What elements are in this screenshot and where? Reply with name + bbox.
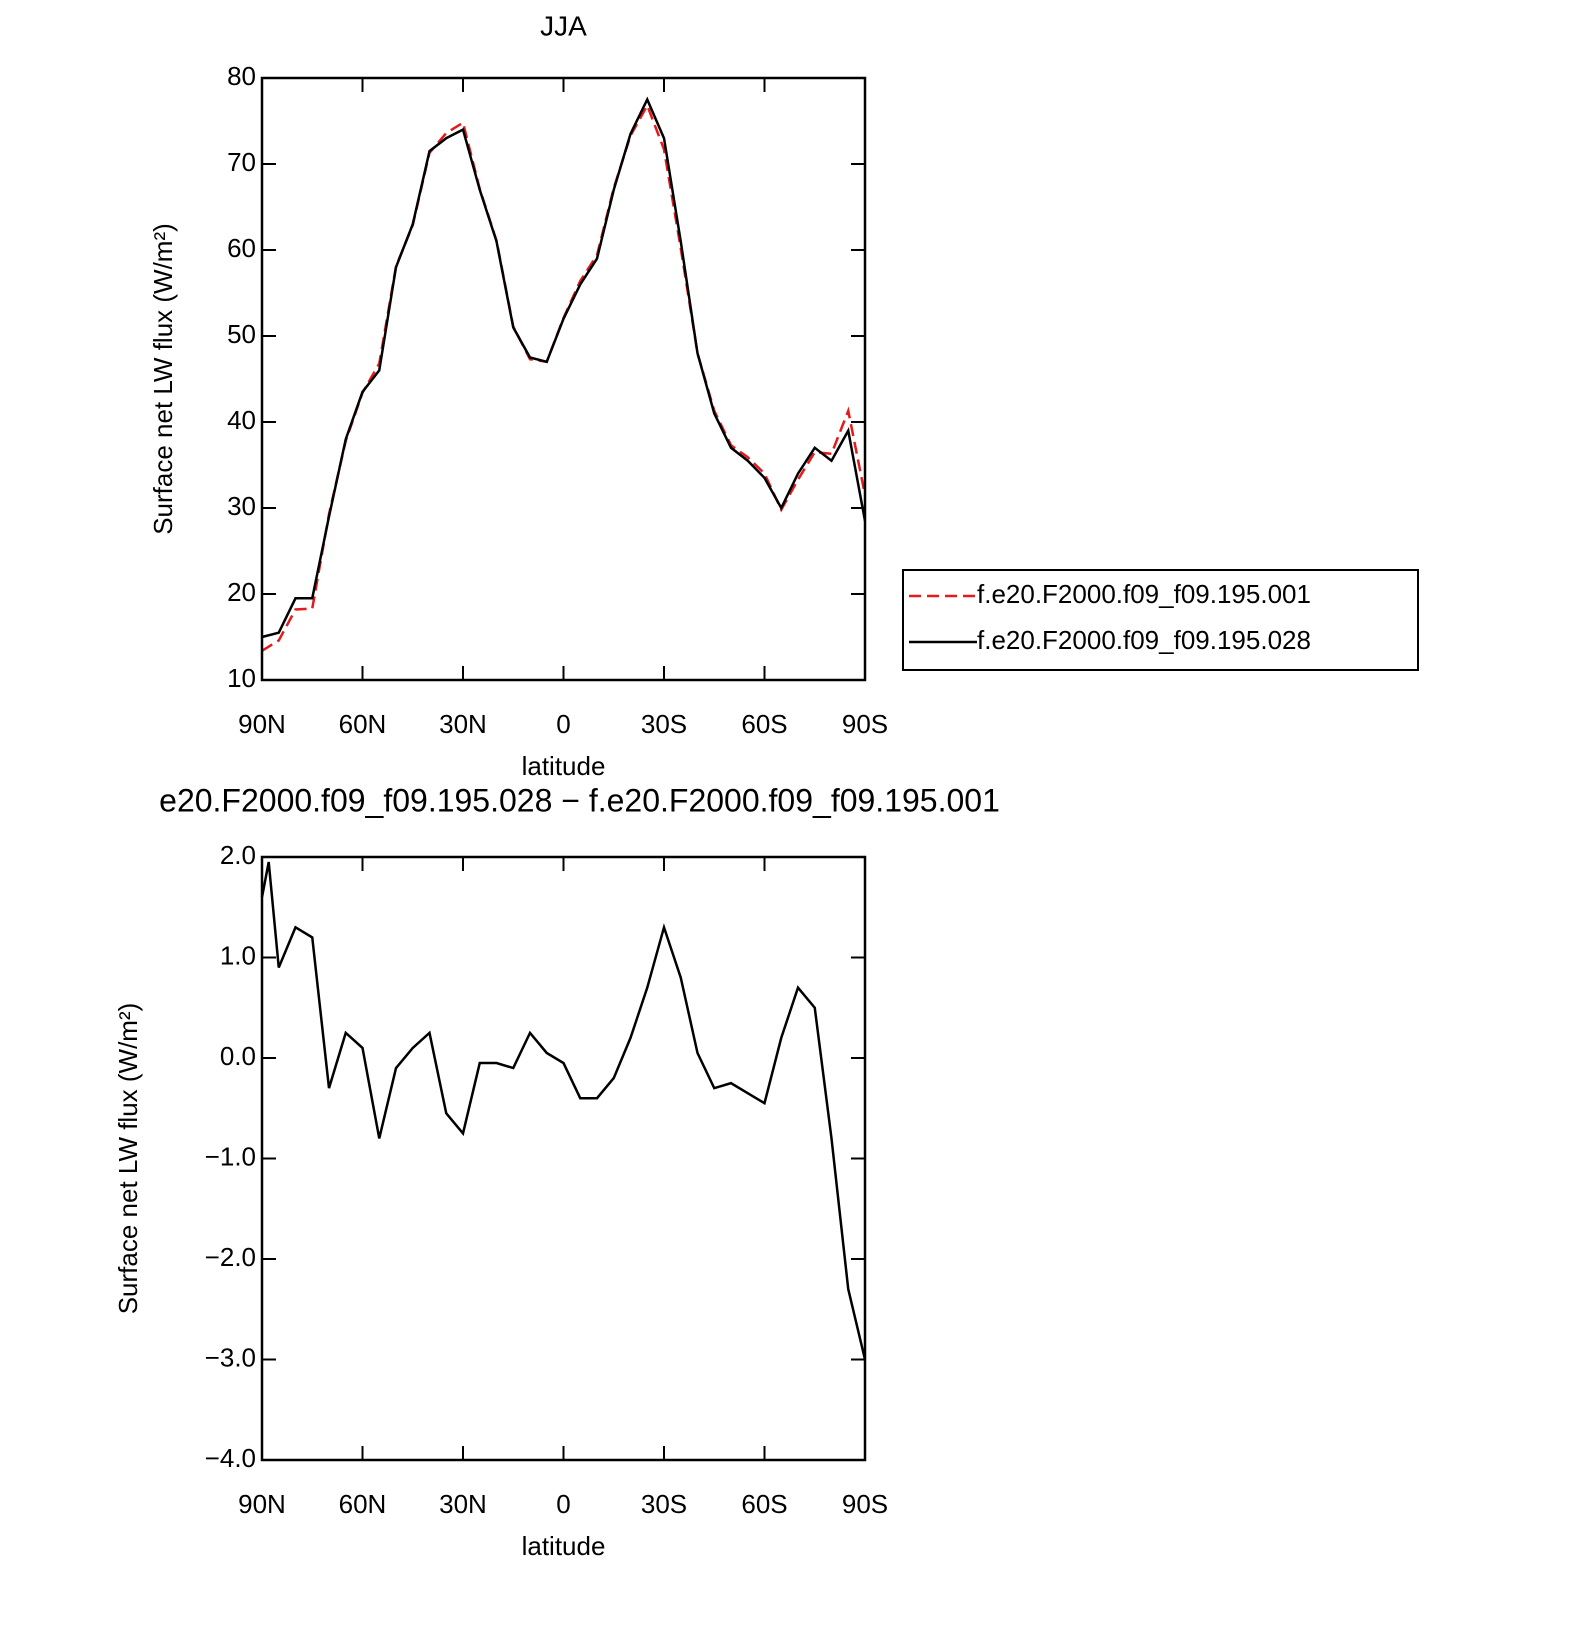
chart-title: JJA [540, 10, 587, 41]
x-tick-label: 60N [339, 1489, 387, 1519]
x-tick-label: 30S [641, 1489, 687, 1519]
y-tick-label: 20 [227, 577, 256, 607]
y-tick-label: 2.0 [220, 840, 256, 870]
legend-box [902, 569, 1419, 671]
x-tick-label: 60S [741, 1489, 787, 1519]
x-tick-label: 90S [842, 709, 888, 739]
y-axis-label: Surface net LW flux (W/m²) [113, 1003, 143, 1315]
y-tick-label: −4.0 [205, 1443, 256, 1473]
data-line [260, 861, 867, 1360]
y-tick-label: 50 [227, 319, 256, 349]
x-tick-label: 60S [741, 709, 787, 739]
x-tick-label: 60N [339, 709, 387, 739]
chart-title: e20.F2000.f09_f09.195.028 − f.e20.F2000.… [159, 782, 1000, 818]
y-tick-label: 1.0 [220, 940, 256, 970]
plot-frame [260, 76, 867, 682]
x-tick-label: 0 [556, 1489, 570, 1519]
y-tick-label: 0.0 [220, 1041, 256, 1071]
x-tick-label: 90S [842, 1489, 888, 1519]
data-line [261, 96, 867, 639]
x-tick-label: 30N [439, 709, 487, 739]
y-tick-label: 80 [227, 61, 256, 91]
x-axis-label: latitude [522, 1531, 606, 1561]
x-tick-label: 90N [238, 709, 286, 739]
x-tick-label: 30S [641, 709, 687, 739]
x-tick-label: 90N [238, 1489, 286, 1519]
legend-label: f.e20.F2000.f09_f09.195.001 [977, 579, 1311, 609]
legend-label: f.e20.F2000.f09_f09.195.028 [977, 625, 1311, 655]
x-axis-label: latitude [522, 751, 606, 781]
y-axis-label: Surface net LW flux (W/m²) [148, 223, 178, 535]
y-tick-label: 60 [227, 233, 256, 263]
x-tick-label: 30N [439, 1489, 487, 1519]
y-tick-label: −2.0 [205, 1242, 256, 1272]
data-line [261, 102, 867, 652]
x-tick-label: 0 [556, 709, 570, 739]
plot-frame [260, 855, 867, 1462]
y-tick-label: −1.0 [205, 1141, 256, 1171]
y-tick-label: 10 [227, 663, 256, 693]
y-tick-label: −3.0 [205, 1342, 256, 1372]
y-tick-label: 70 [227, 147, 256, 177]
y-tick-label: 30 [227, 491, 256, 521]
y-tick-label: 40 [227, 405, 256, 435]
